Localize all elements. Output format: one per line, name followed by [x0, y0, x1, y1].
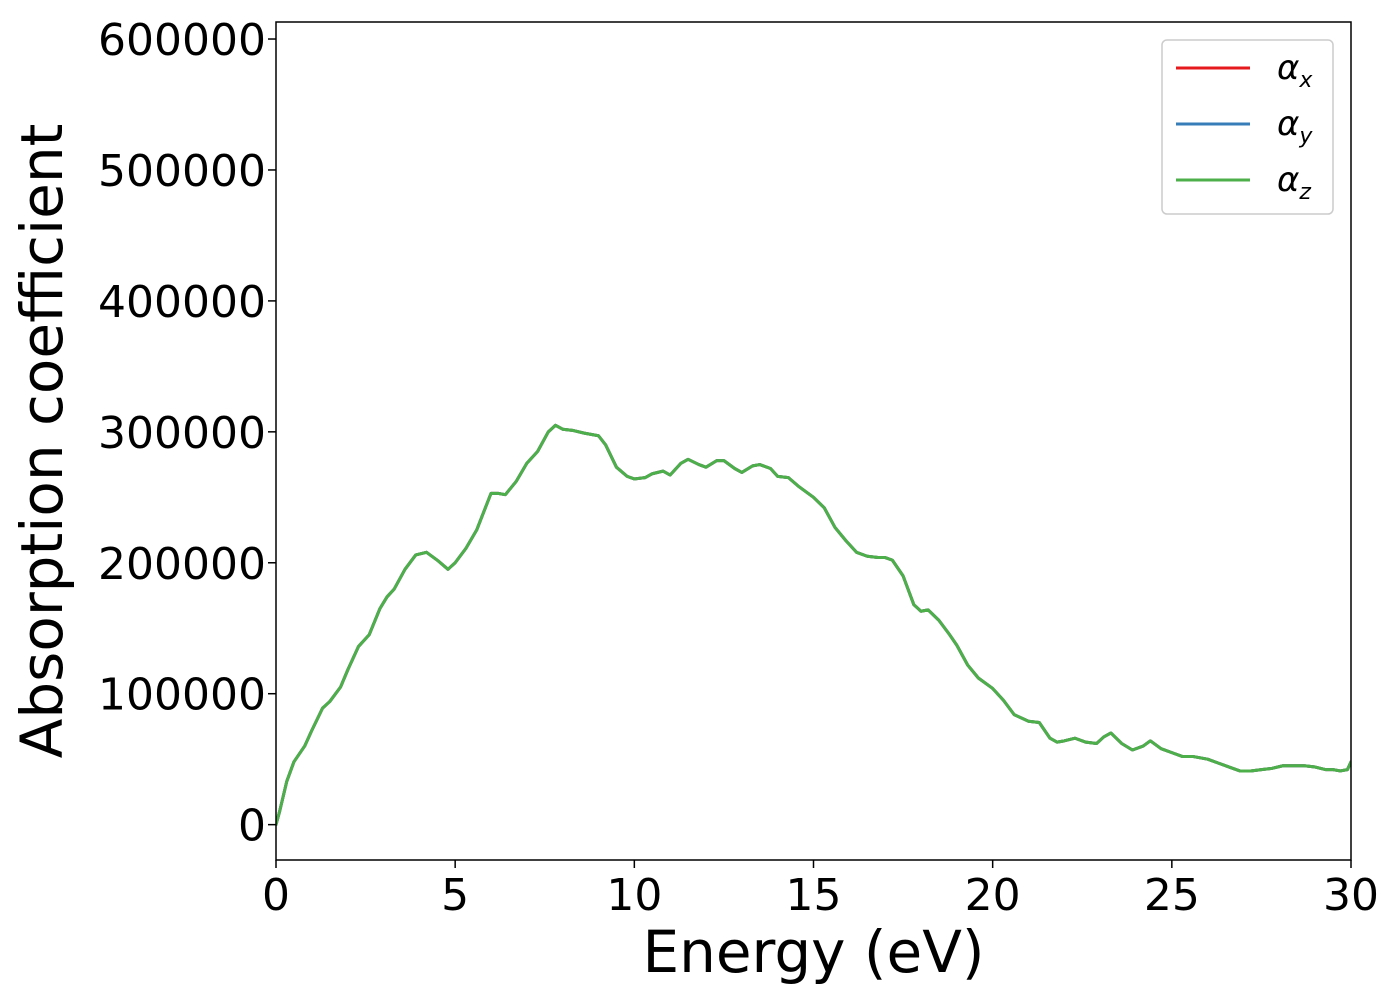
legend-label: αz — [1277, 160, 1311, 205]
y-axis-title: Absorption coefficient — [8, 124, 76, 759]
y-tick-label: 400000 — [98, 277, 266, 328]
x-tick-label: 10 — [606, 870, 662, 921]
y-tick-label: 100000 — [98, 670, 266, 721]
legend-symbol: α — [1277, 160, 1299, 200]
y-axis-ticks: 0 100000 200000 300000 400000 500000 600000 — [98, 15, 276, 852]
x-tick-label: 30 — [1323, 870, 1379, 921]
series-line-z — [276, 423, 1351, 827]
x-tick-label: 5 — [441, 870, 469, 921]
legend-subscript: x — [1298, 68, 1313, 93]
y-tick-label: 300000 — [98, 408, 266, 459]
legend-symbol: α — [1277, 48, 1299, 88]
x-axis-title: Energy (eV) — [642, 918, 984, 986]
series-line-y — [276, 423, 1351, 827]
x-tick-label: 0 — [262, 870, 290, 921]
legend-box — [1161, 39, 1334, 215]
series-line-x — [276, 423, 1351, 827]
axes: 0 5 10 15 20 25 30 0 100000 200000 300000 400000 50… — [8, 15, 1379, 986]
x-tick-label: 15 — [786, 870, 842, 921]
x-tick-label: 25 — [1144, 870, 1200, 921]
x-axis-ticks: 0 5 10 15 20 25 30 — [262, 860, 1379, 921]
y-tick-label: 500000 — [98, 146, 266, 197]
y-tick-label: 0 — [238, 801, 266, 852]
legend-label: αx — [1277, 48, 1313, 93]
x-tick-label: 20 — [965, 870, 1021, 921]
legend-subscript: y — [1298, 124, 1313, 149]
legend-subscript: z — [1298, 180, 1311, 205]
plot-area — [276, 423, 1351, 827]
y-tick-label: 600000 — [98, 15, 266, 66]
y-tick-label: 200000 — [98, 539, 266, 590]
legend-label: αy — [1277, 104, 1313, 149]
legend-symbol: α — [1277, 104, 1299, 144]
